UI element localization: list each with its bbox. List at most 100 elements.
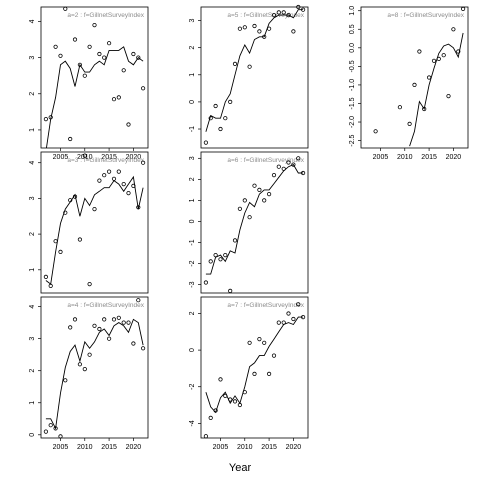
observation-point [102, 317, 107, 322]
observation-point [53, 426, 58, 431]
observation-point [296, 4, 301, 10]
observation-point [271, 173, 277, 178]
x-tick-label: 2005 [213, 444, 229, 451]
observation-point [126, 320, 131, 325]
x-tick-label: 2010 [77, 444, 93, 451]
y-tick-label: 1 [29, 268, 36, 272]
observation-point [43, 429, 49, 434]
observation-point [126, 191, 131, 196]
y-tick-label: 2 [29, 92, 36, 96]
observation-point [213, 103, 218, 109]
observation-point [203, 140, 208, 145]
x-tick-label: 2020 [126, 444, 142, 451]
observation-point [92, 207, 97, 212]
observation-point [286, 160, 291, 165]
chart-panel-2: a=5 : f=GillnetSurveyIndex -1 0 1 2 3 [189, 4, 309, 149]
observation-point [262, 34, 267, 39]
observation-point [43, 274, 49, 279]
observation-point [242, 390, 247, 395]
observation-point [247, 340, 252, 345]
observation-point [266, 371, 272, 376]
y-tick-label: 4 [29, 19, 36, 23]
observation-point [136, 298, 141, 303]
y-tick-label: 2 [189, 311, 196, 315]
x-tick-label: 2015 [261, 444, 277, 451]
observation-point [68, 325, 73, 330]
fitted-line [205, 316, 304, 414]
observation-point [68, 136, 73, 142]
observation-point [82, 153, 87, 158]
observation-point [237, 26, 242, 31]
observation-point [417, 49, 422, 54]
observation-point [446, 94, 451, 99]
observation-point [276, 164, 281, 169]
plot-frame [200, 6, 309, 149]
observation-point [131, 183, 136, 188]
chart-panel-5: a=6 : f=GillnetSurveyIndex -3 -2 -1 0 1 2 3 [189, 151, 309, 294]
observation-point [121, 68, 126, 73]
observation-point [276, 10, 281, 15]
y-tick-label: -2 [189, 384, 196, 390]
observation-point [48, 423, 53, 428]
observation-point [107, 169, 112, 174]
observation-point [72, 194, 78, 199]
y-tick-label: 1 [189, 73, 196, 77]
observation-point [228, 397, 233, 402]
fitted-line [45, 46, 144, 148]
panel-title: a=6 : f=GillnetSurveyIndex [227, 157, 304, 164]
observation-point [451, 27, 456, 32]
observation-point [436, 56, 441, 62]
observation-point [77, 362, 83, 367]
observation-point [213, 253, 218, 258]
observation-point [43, 117, 49, 122]
observation-point [87, 44, 92, 49]
observation-point [97, 178, 102, 183]
chart-panel-3: a=8 : f=GillnetSurveyIndex -2.5 -2.0 -1.5 -1… [349, 6, 469, 161]
observation-point [407, 121, 412, 127]
observation-point [291, 29, 296, 34]
y-tick-label: -4 [189, 420, 196, 426]
observation-point [77, 237, 83, 242]
observation-point [223, 393, 228, 398]
y-tick-label: 1 [189, 198, 196, 202]
y-tick-label: -1 [189, 126, 196, 132]
observation-point [121, 182, 126, 187]
observation-point [266, 192, 272, 197]
panel-title: a=2 : f=GillnetSurveyIndex [67, 12, 144, 19]
observation-point [460, 6, 466, 11]
observation-point [441, 53, 446, 58]
observation-point [208, 415, 213, 420]
observation-point [237, 206, 242, 211]
observation-point [296, 156, 301, 161]
panel-title: a=3 : f=GillnetSurveyIndex [67, 157, 144, 164]
y-tick-label: 0.0 [349, 43, 356, 53]
observation-point [242, 25, 247, 30]
observation-point [111, 176, 117, 181]
observation-point [141, 86, 146, 91]
observation-point [281, 166, 286, 171]
observation-point [281, 10, 286, 15]
observation-point [242, 198, 247, 203]
panel-title: a=4 : f=GillnetSurveyIndex [67, 302, 144, 309]
observation-point [252, 23, 257, 29]
observation-point [252, 183, 257, 188]
panel-title: a=8 : f=GillnetSurveyIndex [387, 12, 464, 19]
x-axis-label: Year [229, 462, 252, 474]
y-tick-label: -1 [189, 239, 196, 245]
observation-point [262, 340, 267, 345]
observation-point [218, 377, 223, 382]
observation-point [87, 281, 92, 287]
y-tick-label: 4 [29, 305, 36, 309]
observation-point [271, 353, 277, 358]
observation-point [252, 371, 257, 376]
observation-point [48, 283, 53, 288]
observation-point [77, 62, 83, 67]
observation-point [97, 326, 102, 332]
plot-frame [40, 6, 149, 149]
observation-point [262, 198, 267, 203]
y-tick-label: 2 [29, 232, 36, 236]
observation-point [102, 55, 107, 60]
observation-point [111, 97, 117, 102]
panel-title: a=5 : f=GillnetSurveyIndex [227, 12, 304, 19]
